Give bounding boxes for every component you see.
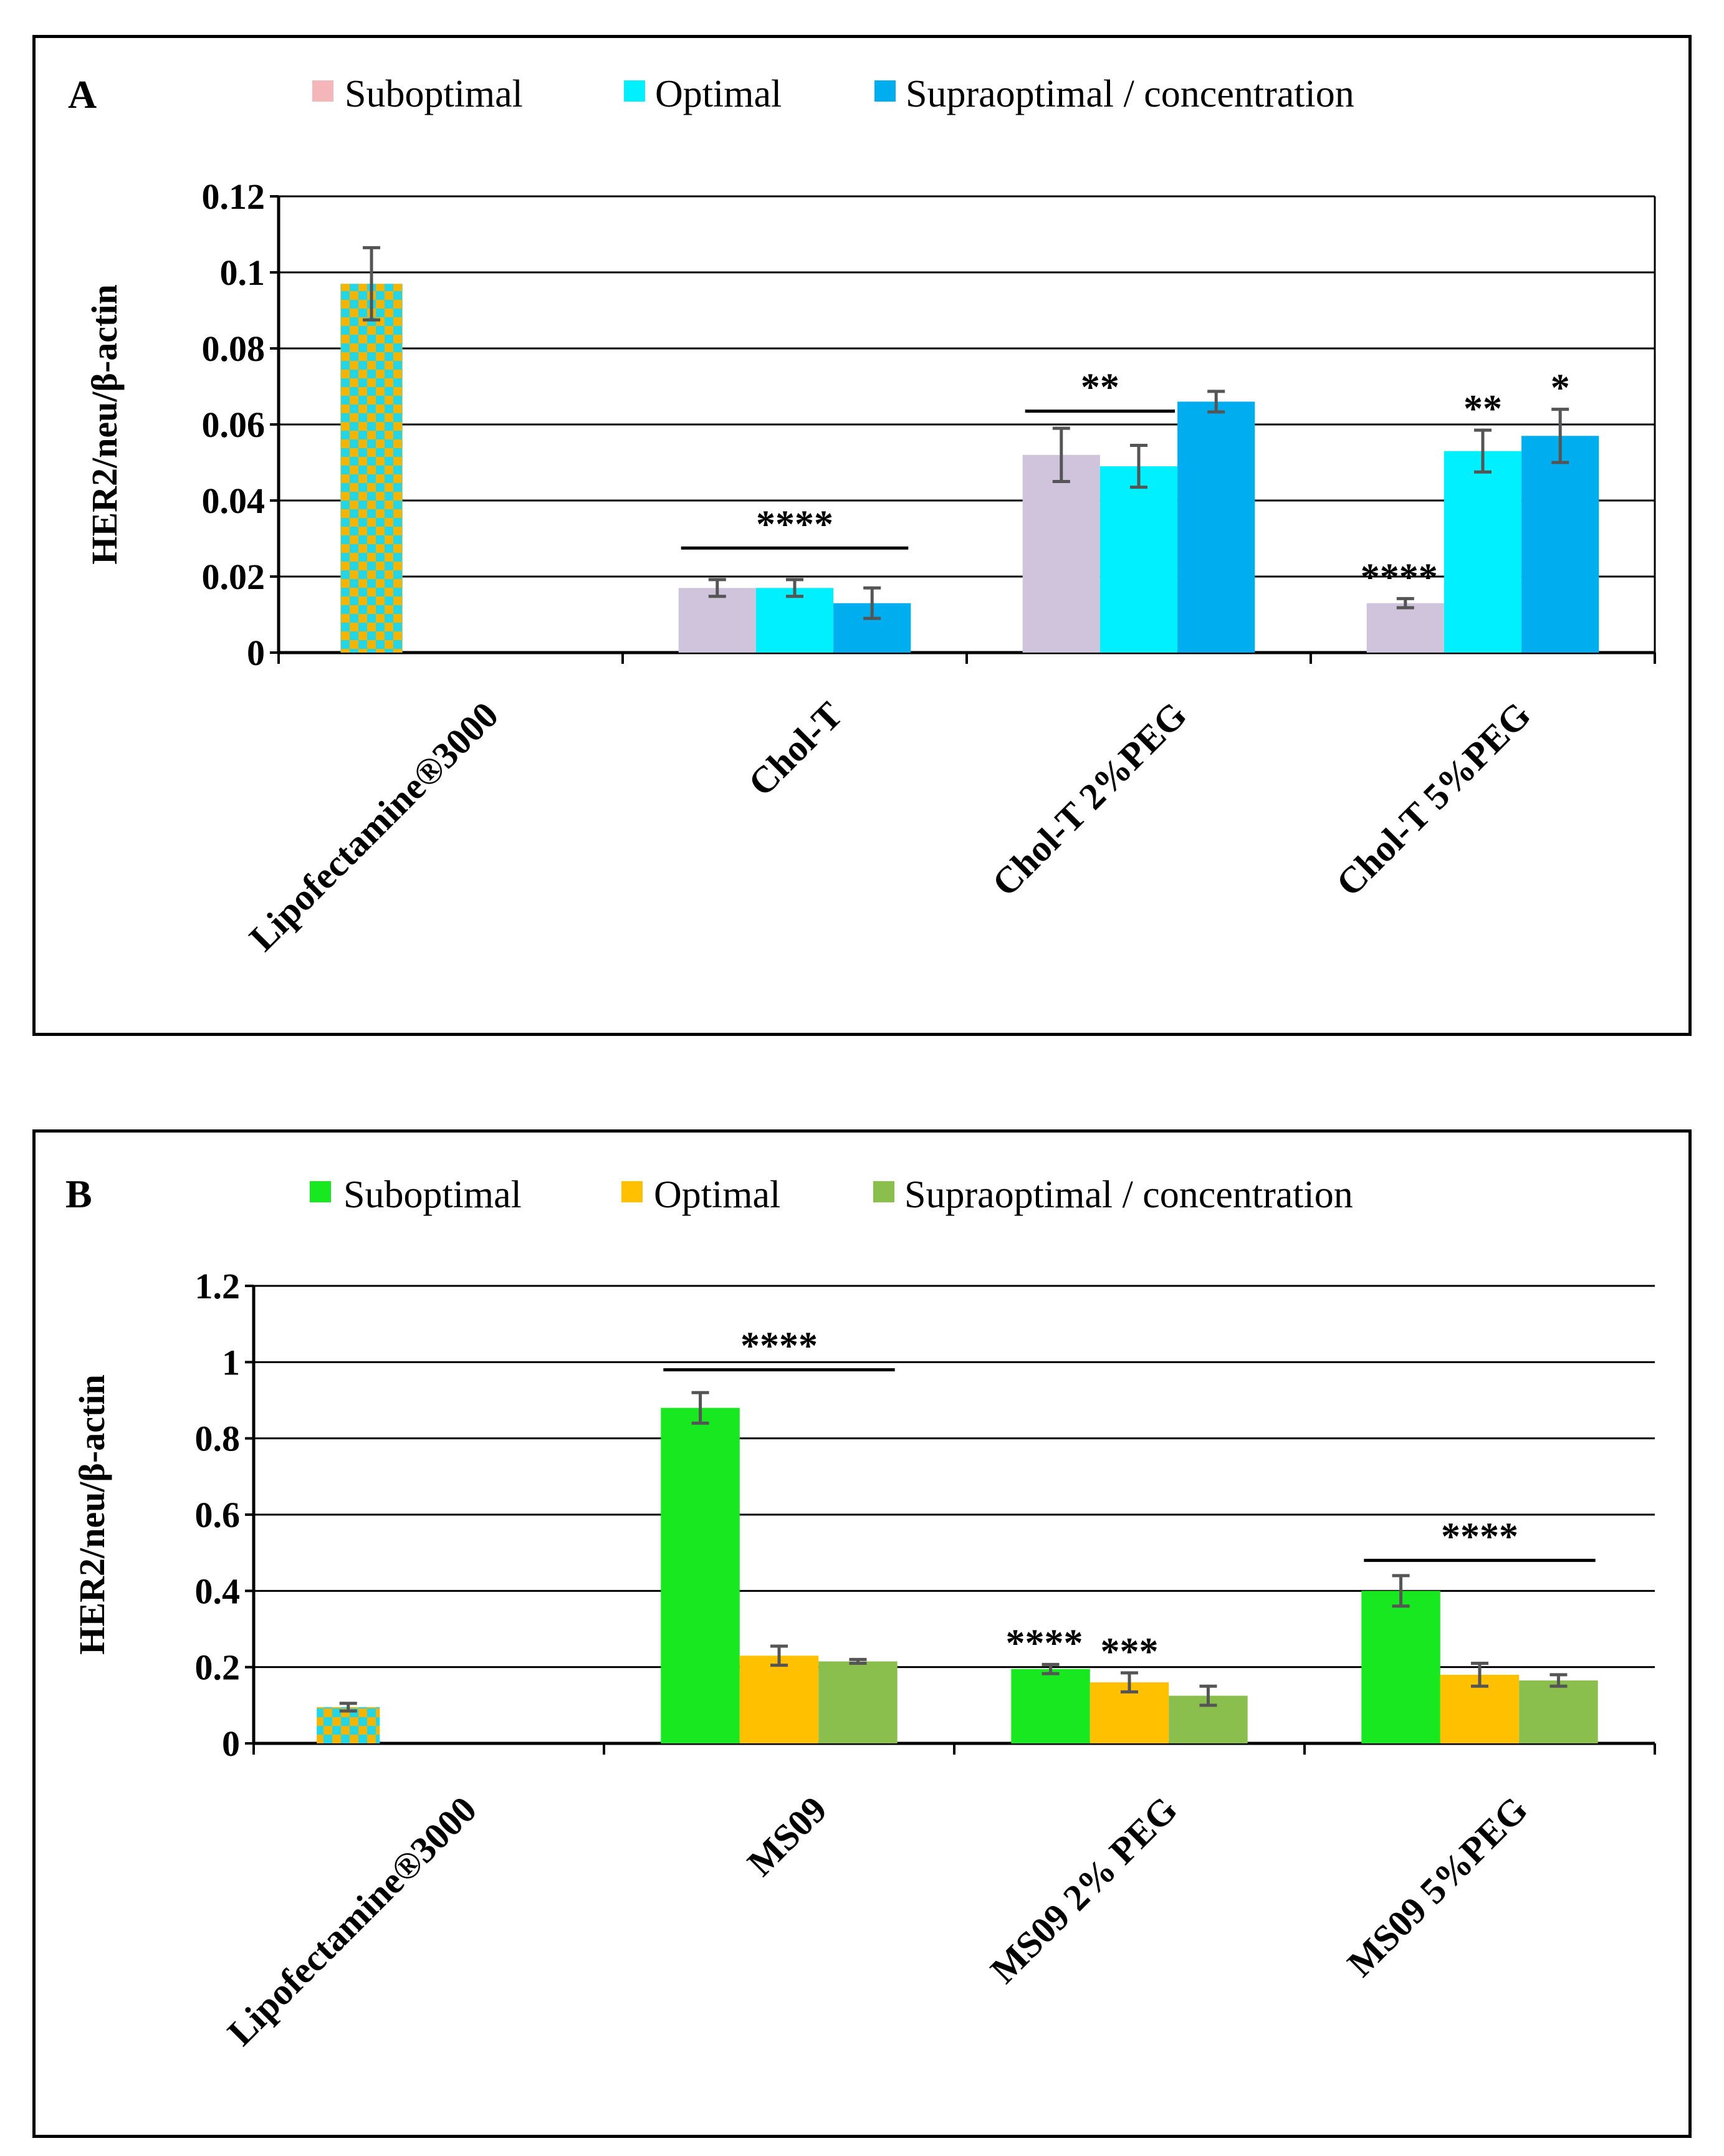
significance-stars: **** <box>1361 556 1438 598</box>
legend-label: Supraoptimal / concentration <box>906 73 1354 115</box>
chart-b: B Suboptimal Optimal Supraoptimal / concent… <box>65 1172 1656 2054</box>
bar-1-0 <box>661 1407 740 1743</box>
y-tick-label: 0 <box>247 633 265 673</box>
y-tick-label: 0.2 <box>195 1647 241 1688</box>
x-category-label: Chol-T 5%PEG <box>1328 694 1538 904</box>
bar-control <box>340 284 403 653</box>
y-tick-label: 0 <box>222 1723 240 1764</box>
x-category-label: Lipofectamine®3000 <box>241 694 506 959</box>
y-axis-label: HER2/neu/β-actin <box>72 1374 112 1654</box>
bar-3-0 <box>1366 603 1444 653</box>
bar-1-1 <box>739 1655 819 1743</box>
legend-swatch-0 <box>312 80 333 102</box>
y-tick-label: 0.04 <box>202 481 266 521</box>
bar-3-2 <box>1519 1680 1598 1743</box>
significance-stars: **** <box>756 503 833 545</box>
x-category-label: Lipofectamine®3000 <box>219 1789 484 2054</box>
legend-label: Suboptimal <box>345 73 523 115</box>
significance-stars: ** <box>1081 367 1119 409</box>
panel-a: A Suboptimal Optimal Supraoptimal / concent… <box>32 35 1692 1036</box>
y-tick-label: 0.02 <box>202 557 266 597</box>
y-axis-label: HER2/neu/β-actin <box>84 284 125 564</box>
y-tick-label: 1 <box>222 1342 240 1382</box>
legend-swatch-1 <box>621 1181 643 1202</box>
y-tick-label: 0.8 <box>195 1419 241 1459</box>
panel-label: B <box>65 1172 92 1216</box>
y-tick-label: 0.12 <box>202 176 266 217</box>
bar-1-2 <box>818 1661 898 1743</box>
significance-stars: ** <box>1463 388 1502 430</box>
x-category-label: Chol-T 2%PEG <box>984 694 1194 904</box>
bar-2-1 <box>1099 466 1178 653</box>
x-category-label: MS09 <box>739 1789 835 1884</box>
x-category-label: MS09 5%PEG <box>1339 1789 1535 1985</box>
significance-stars: **** <box>1006 1622 1083 1664</box>
legend-swatch-0 <box>310 1181 331 1202</box>
bar-3-2 <box>1521 436 1599 653</box>
significance-stars: **** <box>740 1325 818 1368</box>
legend-swatch-2 <box>873 1181 894 1202</box>
panel-b: B Suboptimal Optimal Supraoptimal / concent… <box>32 1129 1692 2138</box>
legend-label: Suboptimal <box>343 1174 522 1216</box>
x-category-label: MS09 2% PEG <box>982 1789 1185 1991</box>
legend-swatch-1 <box>624 80 645 102</box>
y-tick-label: 1.2 <box>195 1266 241 1306</box>
panel-label: A <box>68 72 97 117</box>
legend-swatch-2 <box>874 80 896 102</box>
bar-3-0 <box>1361 1591 1440 1743</box>
chart-a: A Suboptimal Optimal Supraoptimal / concent… <box>68 72 1656 959</box>
bar-2-2 <box>1177 401 1255 653</box>
significance-stars: * <box>1551 367 1570 410</box>
bar-1-0 <box>678 588 756 653</box>
x-category-label: Chol-T <box>740 694 850 804</box>
bar-2-0 <box>1022 454 1100 653</box>
y-tick-label: 0.06 <box>202 405 266 445</box>
significance-stars: **** <box>1441 1515 1518 1558</box>
y-tick-label: 0.4 <box>195 1571 241 1611</box>
legend-label: Optimal <box>655 73 782 115</box>
bar-2-0 <box>1011 1669 1090 1743</box>
y-tick-label: 0.08 <box>202 328 266 369</box>
significance-stars: *** <box>1101 1631 1159 1673</box>
legend-label: Supraoptimal / concentration <box>904 1174 1353 1216</box>
bar-1-1 <box>755 588 834 653</box>
bar-3-1 <box>1444 451 1522 653</box>
bar-control <box>317 1707 380 1743</box>
legend-label: Optimal <box>654 1174 780 1216</box>
y-tick-label: 0.6 <box>195 1495 241 1535</box>
y-tick-label: 0.1 <box>220 252 266 293</box>
